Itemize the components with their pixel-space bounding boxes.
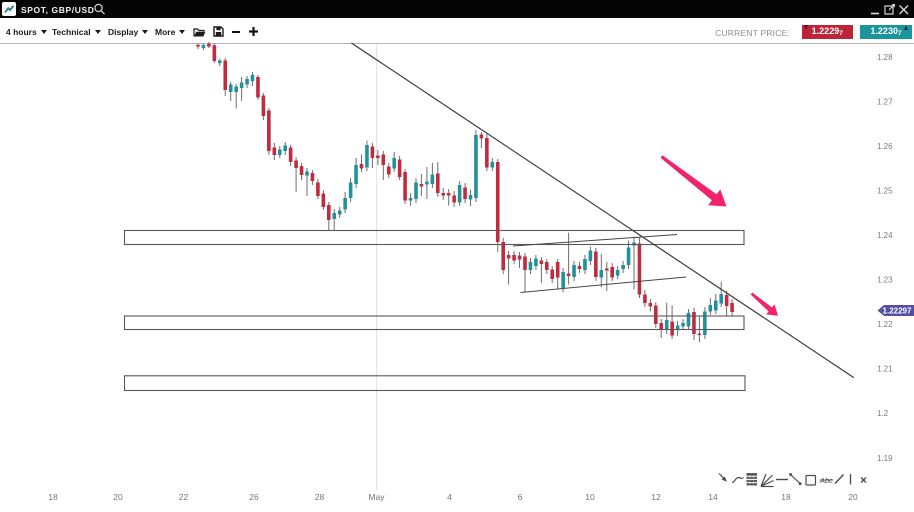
svg-text:Abc: Abc (819, 476, 833, 485)
svg-text:4: 4 (447, 492, 452, 502)
svg-text:1.26: 1.26 (877, 142, 893, 151)
svg-text:1.24: 1.24 (877, 231, 893, 240)
svg-text:1.22297: 1.22297 (883, 307, 912, 316)
svg-text:22: 22 (179, 492, 189, 502)
svg-text:1.23: 1.23 (877, 276, 893, 285)
svg-text:26: 26 (249, 492, 259, 502)
svg-text:28: 28 (315, 492, 325, 502)
svg-text:1.27: 1.27 (877, 97, 893, 106)
svg-text:18: 18 (48, 492, 58, 502)
svg-text:6: 6 (518, 492, 523, 502)
svg-text:1.19: 1.19 (877, 454, 893, 463)
svg-text:12: 12 (651, 492, 661, 502)
svg-text:May: May (368, 492, 385, 502)
svg-text:1.2: 1.2 (877, 409, 889, 418)
svg-text:20: 20 (848, 492, 858, 502)
svg-text:1.25: 1.25 (877, 186, 893, 195)
svg-text:20: 20 (113, 492, 123, 502)
svg-text:1.22: 1.22 (877, 320, 893, 329)
svg-text:1.28: 1.28 (877, 53, 893, 62)
svg-text:14: 14 (708, 492, 718, 502)
svg-text:1.21: 1.21 (877, 365, 893, 374)
svg-text:10: 10 (585, 492, 595, 502)
svg-text:18: 18 (781, 492, 791, 502)
